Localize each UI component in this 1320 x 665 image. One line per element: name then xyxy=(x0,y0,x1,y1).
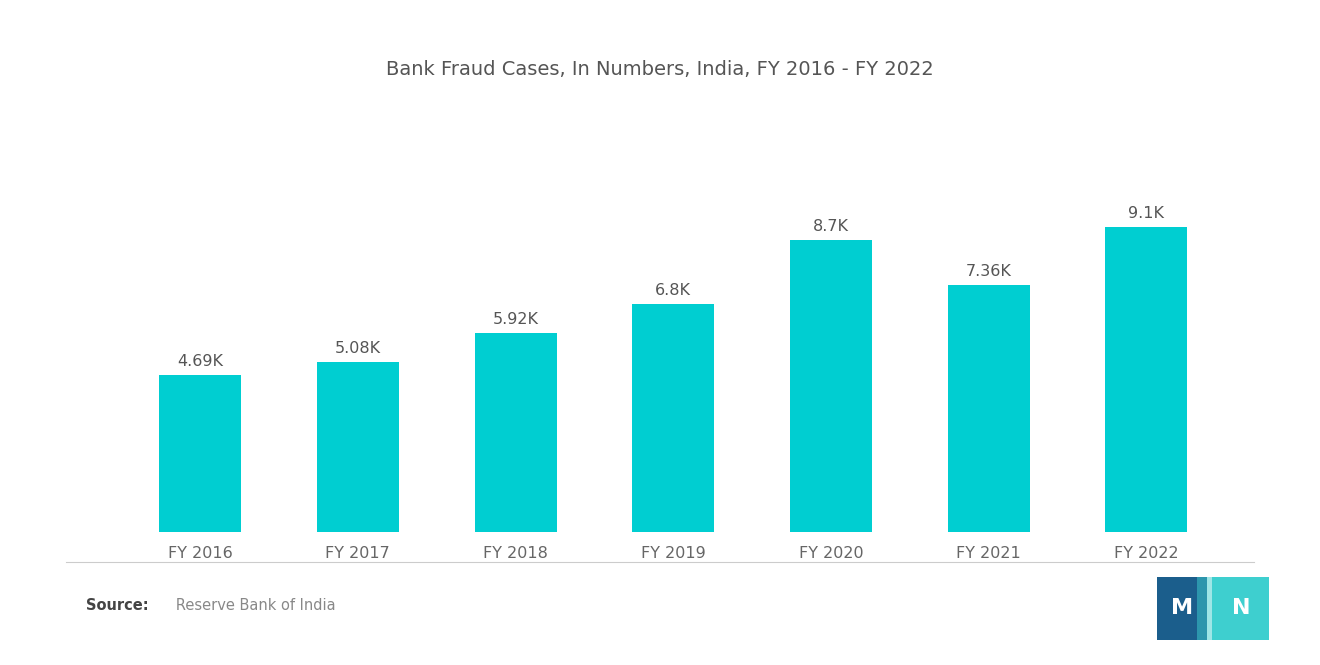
Bar xyxy=(160,374,242,532)
Text: 7.36K: 7.36K xyxy=(966,264,1011,279)
Bar xyxy=(475,333,557,532)
Text: Source:: Source: xyxy=(86,598,148,612)
Bar xyxy=(948,285,1030,532)
Text: 5.08K: 5.08K xyxy=(335,340,381,356)
Bar xyxy=(632,304,714,532)
Text: Bank Fraud Cases, In Numbers, India, FY 2016 - FY 2022: Bank Fraud Cases, In Numbers, India, FY … xyxy=(387,61,933,79)
Text: 5.92K: 5.92K xyxy=(492,313,539,327)
FancyBboxPatch shape xyxy=(1212,577,1269,640)
Bar xyxy=(789,240,871,532)
FancyBboxPatch shape xyxy=(1196,577,1218,640)
Text: 6.8K: 6.8K xyxy=(655,283,692,298)
Text: M: M xyxy=(1171,598,1193,618)
Text: 4.69K: 4.69K xyxy=(177,354,223,368)
Bar xyxy=(1105,227,1187,532)
Text: 9.1K: 9.1K xyxy=(1129,205,1164,221)
FancyBboxPatch shape xyxy=(1158,577,1208,640)
Text: Reserve Bank of India: Reserve Bank of India xyxy=(162,598,337,612)
Text: 8.7K: 8.7K xyxy=(813,219,849,234)
Text: N: N xyxy=(1233,598,1251,618)
Bar xyxy=(317,362,399,532)
